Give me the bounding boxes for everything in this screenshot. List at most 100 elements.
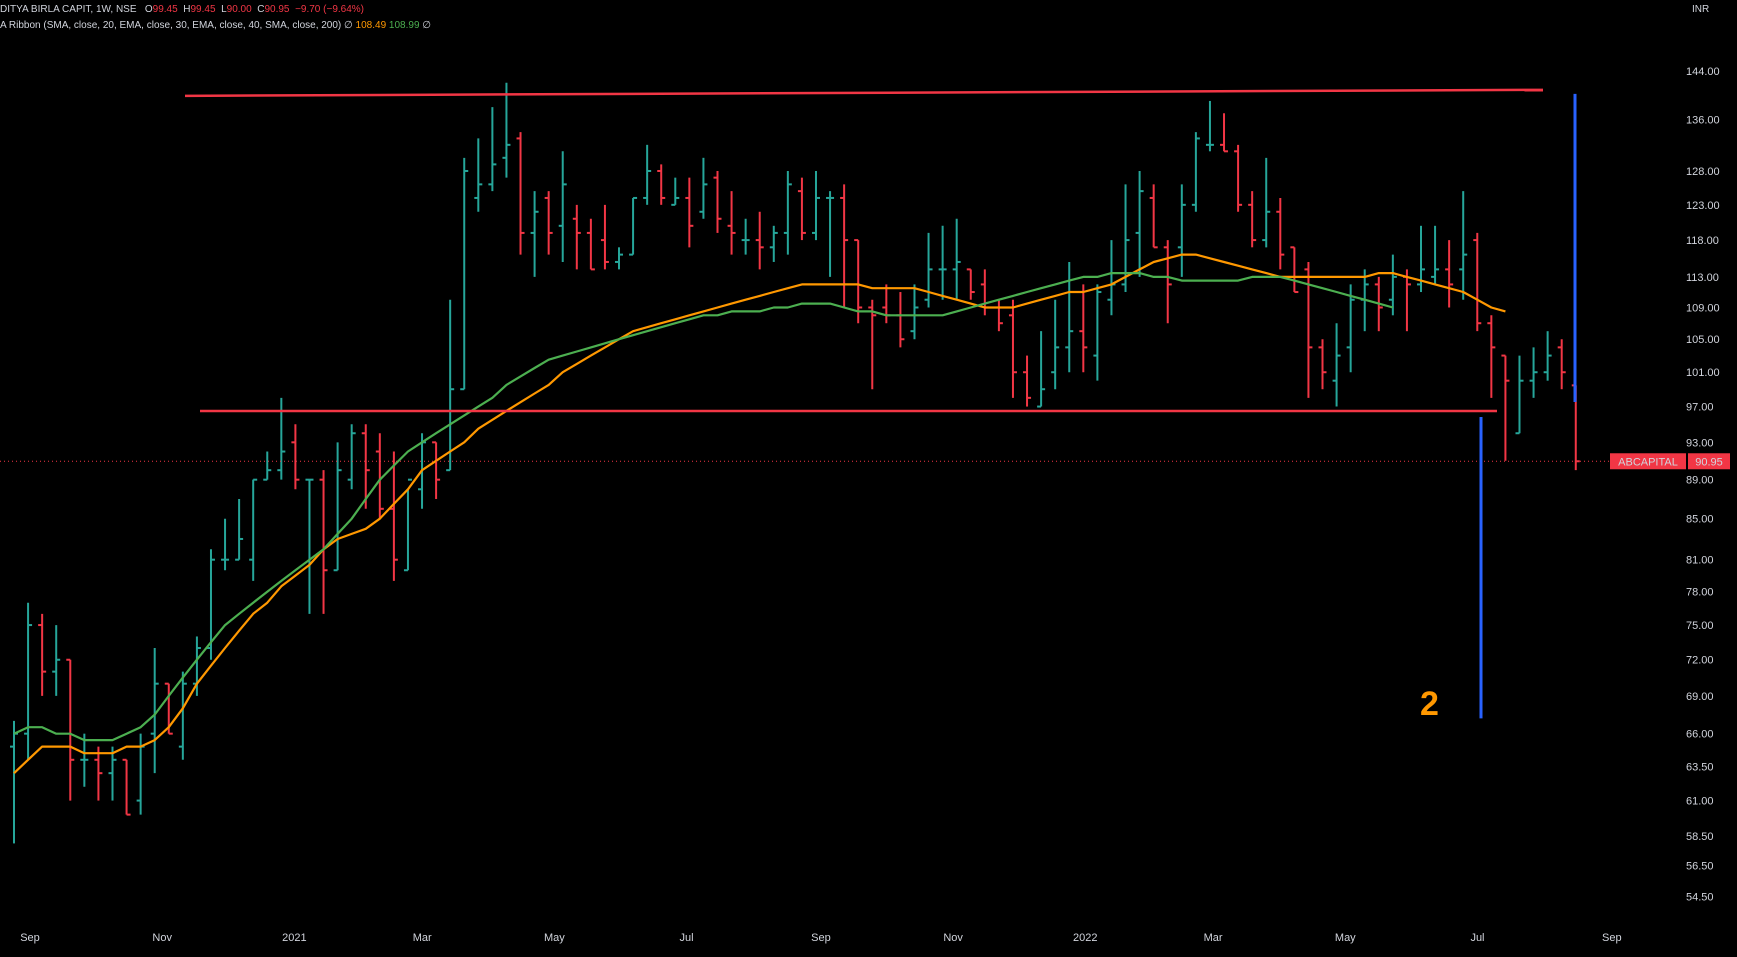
ohlc-bar [516, 132, 525, 255]
ohlc-bar [446, 299, 455, 472]
ohlc-bar [797, 177, 806, 241]
ohlc-bar [1304, 261, 1313, 398]
indicator-name: A Ribbon (SMA, close, 20, EMA, close, 30… [0, 20, 342, 31]
ohlc-bar [1262, 157, 1271, 248]
price-axis-label: 81.00 [1686, 555, 1714, 567]
ohlc-bar [1008, 299, 1017, 398]
time-axis-label: Jul [680, 932, 694, 944]
ohlc-bar [178, 671, 187, 760]
legend-close-label: C [257, 4, 265, 15]
price-axis-label: 109.00 [1686, 302, 1720, 314]
price-axis-label: 75.00 [1686, 620, 1714, 632]
ohlc-bar [52, 625, 61, 696]
ohlc-bar [432, 441, 441, 499]
ohlc-bar [1332, 323, 1341, 407]
ohlc-bar [1248, 191, 1257, 248]
drawing-tools [1479, 93, 1577, 719]
ohlc-bar [221, 518, 230, 571]
ohlc-bar [24, 602, 33, 760]
price-axis-label: 72.00 [1686, 655, 1714, 667]
ohlc-bar [699, 157, 708, 219]
ohlc-bar [66, 658, 75, 801]
currency-label: INR [1692, 4, 1710, 15]
ohlc-bar [1065, 261, 1074, 373]
ohlc-bar [1107, 240, 1116, 316]
ohlc-bar [615, 247, 624, 270]
ohlc-bar [403, 478, 412, 572]
price-axis: 144.00 136.00 128.00 123.00 118.00 113.00 109.… [1686, 66, 1720, 903]
price-axis-label: 78.00 [1686, 587, 1714, 599]
ohlc-bar [727, 191, 736, 255]
ohlc-bar [896, 292, 905, 348]
ema-line [13, 253, 1506, 774]
moving-average-lines [13, 253, 1506, 774]
price-axis-label: 144.00 [1686, 66, 1720, 78]
time-axis-label: 2021 [282, 932, 306, 944]
ohlc-bar [10, 720, 18, 844]
ohlc-bar [305, 478, 314, 614]
ohlc-bar [1149, 184, 1158, 249]
ohlc-bar [755, 211, 764, 270]
ohlc-bar [1388, 254, 1397, 316]
ohlc-bar [1487, 315, 1496, 398]
ohlc-bar [657, 164, 666, 205]
price-axis-label: 61.00 [1686, 796, 1714, 808]
ohlc-bar [671, 177, 680, 206]
legend-high-value: 99.45 [190, 4, 216, 15]
ohlc-bar [840, 184, 849, 308]
last-price-marker: ABCAPITAL 90.95 [1610, 453, 1730, 470]
ohlc-bar [474, 138, 483, 212]
indicator-sma-value: 108.99 [388, 20, 420, 31]
horizontal-levels [0, 88, 1610, 462]
annotation-label[interactable]: 2 [1420, 685, 1439, 723]
ohlc-bar [769, 225, 778, 262]
ohlc-bar [1135, 170, 1144, 277]
time-axis-label: Jul [1470, 932, 1484, 944]
time-axis-label: Nov [943, 932, 963, 944]
ohlc-bar [882, 284, 891, 324]
ohlc-bar [783, 170, 792, 255]
ohlc-bar [94, 746, 103, 801]
ohlc-bar [502, 82, 511, 178]
ohlc-bar [1529, 347, 1538, 398]
legend-low-label: L [221, 4, 227, 15]
ohlc-bar [811, 170, 820, 241]
ohlc-bar [389, 451, 398, 581]
legend-open-label: O [144, 4, 153, 15]
ohlc-bar [600, 204, 609, 270]
indicator-separator: ∅ [344, 20, 353, 31]
ohlc-bar [333, 442, 342, 572]
price-axis-label: 118.00 [1686, 235, 1719, 247]
symbol-tag-text: ABCAPITAL [1618, 456, 1678, 468]
price-axis-label: 123.00 [1686, 200, 1720, 212]
ohlc-bar [1290, 246, 1299, 294]
legend-low-value: 90.00 [226, 4, 252, 15]
ohlc-bar [1037, 331, 1046, 408]
ohlc-bar [1023, 355, 1032, 407]
ohlc-bar [544, 191, 553, 255]
ohlc-bar [1515, 355, 1524, 435]
ohlc-bar [1445, 240, 1454, 308]
ohlc-bar [966, 268, 975, 300]
ohlc-bar [235, 498, 244, 561]
time-axis-label: Nov [152, 932, 172, 944]
ohlc-bar [1501, 354, 1510, 461]
indicator-separator-end: ∅ [422, 20, 432, 31]
ohlc-bar [108, 746, 117, 801]
chart-legend-ohlc: DITYA BIRLA CAPIT, 1W, NSE O99.45 H99.45… [0, 4, 364, 15]
ohlc-bar [375, 433, 384, 519]
ohlc-bar [924, 232, 933, 308]
ohlc-bar [826, 191, 835, 277]
ohlc-bar [1543, 331, 1552, 381]
price-axis-label: 97.00 [1686, 402, 1714, 414]
ohlc-bar [1459, 191, 1468, 300]
ohlc-bar [643, 144, 652, 205]
ohlc-bar [38, 613, 47, 696]
ohlc-bar [1093, 284, 1102, 381]
price-axis-label: 101.00 [1686, 367, 1720, 379]
ohlc-bar [122, 758, 131, 816]
ohlc-bar [1163, 240, 1172, 324]
ohlc-bar [1557, 339, 1566, 390]
ohlc-bar [586, 218, 595, 271]
